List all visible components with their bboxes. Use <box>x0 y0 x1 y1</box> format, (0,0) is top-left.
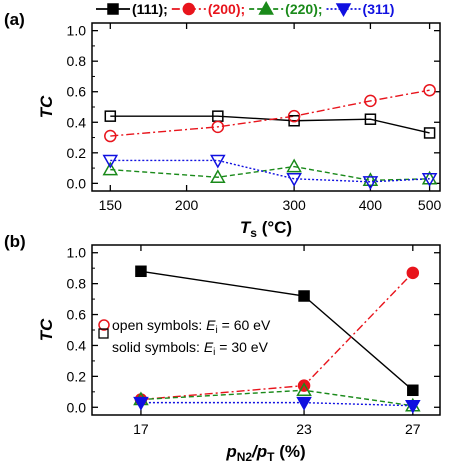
x-tick-label: 23 <box>296 421 312 437</box>
y-tick-label: 0.4 <box>67 114 87 130</box>
data-point-(311) <box>133 396 149 411</box>
legend-label-2: (220); <box>285 1 322 17</box>
data-point-(111) <box>423 127 436 139</box>
x-tick-label: 27 <box>405 421 421 437</box>
y-tick-label: 0.6 <box>67 307 87 323</box>
legend-marker-2 <box>258 0 274 15</box>
data-point-(200) <box>104 129 117 143</box>
data-point-(311) <box>286 173 302 187</box>
y-tick-label: 0.4 <box>67 337 87 353</box>
series-line-(111) <box>110 115 430 134</box>
series-line-(220) <box>140 389 413 407</box>
solid-symbols-note: solid symbols: Ei = 30 eV <box>112 339 269 358</box>
x-tick-label: 200 <box>175 197 199 213</box>
data-point-(200) <box>364 94 377 108</box>
data-point-(311) <box>421 173 438 187</box>
x-tick-label: 17 <box>133 421 149 437</box>
data-point-(311) <box>102 154 119 169</box>
panel-b: 0.0 0.2 0.4 0.6 0.8 1.0 17 23 27 (b) TC pN2/pT (%) o… <box>4 232 441 464</box>
legend-marker-3 <box>335 3 352 18</box>
y-tick-label: 0.8 <box>67 276 87 292</box>
panel-label: (b) <box>4 232 26 251</box>
data-point-(111) <box>364 113 377 125</box>
data-point-(220) <box>362 172 379 187</box>
legend-marker-0 <box>107 3 119 15</box>
series-line-(311) <box>140 401 413 407</box>
y-axis-label: TC <box>37 95 56 118</box>
series-line-(220) <box>110 165 430 182</box>
y-tick-label: 0.2 <box>67 368 87 384</box>
series-line-(200) <box>110 89 430 137</box>
panel-a: 0.0 0.2 0.4 0.6 0.8 1.0 150 200 300 400 500 (a) TC Ts… <box>4 10 441 240</box>
x-tick-label: 400 <box>359 197 383 213</box>
x-tick-label: 500 <box>418 197 442 213</box>
x-tick-label: 300 <box>282 197 306 213</box>
y-axis-label: TC <box>37 318 56 341</box>
data-point-(111) <box>104 110 117 122</box>
series-line-(311) <box>110 159 430 183</box>
y-tick-label: 0.2 <box>67 145 87 161</box>
data-point-(311) <box>296 396 312 411</box>
data-point-(111) <box>135 265 147 278</box>
data-point-(220) <box>286 158 302 173</box>
legend-label-0: (111); <box>132 1 168 17</box>
open-symbol-icon <box>98 319 110 331</box>
y-tick-label: 0.8 <box>67 53 87 69</box>
data-point-(200) <box>287 109 301 123</box>
plot-frame-0 <box>91 22 441 192</box>
x-axis-label: Ts (°C) <box>240 218 292 240</box>
data-point-(311) <box>362 176 379 190</box>
data-point-(311) <box>210 154 226 169</box>
data-point-(111) <box>407 384 419 397</box>
open-square-icon <box>98 328 109 339</box>
x-tick-label: 150 <box>99 197 123 213</box>
data-point-(111) <box>298 290 310 302</box>
symbol-note: open symbols: Ei = 60 eV solid symbols: E… <box>98 317 271 358</box>
data-point-(200) <box>211 120 225 134</box>
data-point-(111) <box>288 114 300 127</box>
y-tick-label: 1.0 <box>67 23 87 39</box>
legend-marker-1 <box>182 2 196 16</box>
open-symbols-note: open symbols: Ei = 60 eV <box>112 317 271 336</box>
data-point-(200) <box>423 83 436 97</box>
data-point-(220) <box>210 169 226 184</box>
data-point-(311) <box>405 399 421 414</box>
legend: (111); (200); (220); (311) <box>96 0 395 18</box>
legend-label-3: (311) <box>363 1 395 17</box>
x-axis-label: pN2/pT (%) <box>225 442 305 464</box>
data-point-(200) <box>406 266 420 280</box>
legend-label-1: (200); <box>208 1 245 17</box>
y-tick-label: 1.0 <box>67 245 87 261</box>
data-point-(220) <box>102 161 119 176</box>
data-point-(220) <box>296 382 312 397</box>
panel-label: (a) <box>4 10 25 29</box>
y-tick-label: 0.6 <box>67 84 87 100</box>
y-tick-label: 0.0 <box>67 175 87 191</box>
y-tick-label: 0.0 <box>67 399 87 415</box>
